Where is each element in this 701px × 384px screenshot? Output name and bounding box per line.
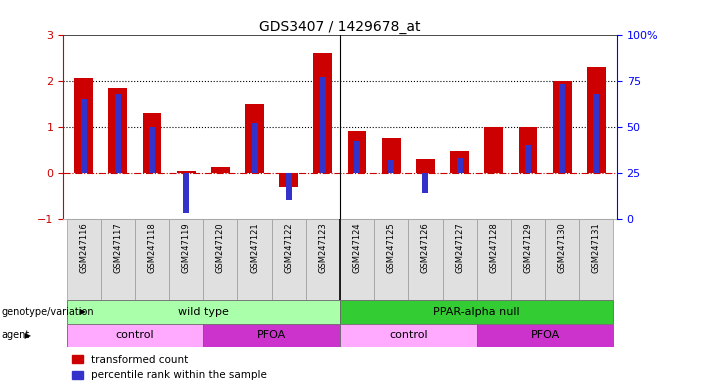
Text: GSM247117: GSM247117 xyxy=(114,222,122,273)
Text: agent: agent xyxy=(1,331,29,341)
Bar xyxy=(442,219,477,300)
Text: GSM247120: GSM247120 xyxy=(216,222,225,273)
Bar xyxy=(340,300,613,324)
Text: ▶: ▶ xyxy=(77,307,86,316)
Bar xyxy=(306,219,340,300)
Bar xyxy=(354,141,360,173)
Bar xyxy=(271,219,306,300)
Text: GSM247122: GSM247122 xyxy=(284,222,293,273)
Bar xyxy=(286,173,292,200)
Bar xyxy=(211,167,230,173)
Bar xyxy=(450,151,469,173)
Bar xyxy=(388,160,394,173)
Bar xyxy=(340,324,477,347)
Text: control: control xyxy=(389,331,428,341)
Bar xyxy=(456,158,463,173)
Bar xyxy=(169,219,203,300)
Text: GSM247126: GSM247126 xyxy=(421,222,430,273)
Text: PFOA: PFOA xyxy=(531,331,559,341)
Text: GSM247129: GSM247129 xyxy=(524,222,533,273)
Bar xyxy=(142,113,161,173)
Bar xyxy=(587,67,606,173)
Bar xyxy=(348,131,367,173)
Text: GSM247127: GSM247127 xyxy=(455,222,464,273)
Text: wild type: wild type xyxy=(178,307,229,317)
Bar xyxy=(423,173,428,193)
Text: genotype/variation: genotype/variation xyxy=(1,307,94,317)
Bar xyxy=(374,219,409,300)
Bar xyxy=(382,138,401,173)
Bar xyxy=(579,219,613,300)
Bar xyxy=(313,53,332,173)
Bar xyxy=(203,219,238,300)
Bar xyxy=(519,127,538,173)
Bar xyxy=(74,78,93,173)
Bar xyxy=(416,159,435,173)
Text: GSM247128: GSM247128 xyxy=(489,222,498,273)
Bar xyxy=(81,99,87,173)
Bar xyxy=(477,324,613,347)
Bar xyxy=(559,84,565,173)
Bar xyxy=(183,173,189,214)
Text: PPAR-alpha null: PPAR-alpha null xyxy=(433,307,520,317)
Bar xyxy=(203,324,340,347)
Bar xyxy=(409,219,442,300)
Bar xyxy=(135,219,169,300)
Title: GDS3407 / 1429678_at: GDS3407 / 1429678_at xyxy=(259,20,421,33)
Legend: transformed count, percentile rank within the sample: transformed count, percentile rank withi… xyxy=(68,351,271,384)
Bar xyxy=(238,219,271,300)
Bar xyxy=(177,170,196,173)
Bar xyxy=(511,219,545,300)
Bar xyxy=(340,219,374,300)
Text: GSM247130: GSM247130 xyxy=(558,222,566,273)
Text: GSM247116: GSM247116 xyxy=(79,222,88,273)
Text: GSM247131: GSM247131 xyxy=(592,222,601,273)
Text: PFOA: PFOA xyxy=(257,331,286,341)
Text: ▶: ▶ xyxy=(22,331,32,340)
Bar xyxy=(279,173,298,187)
Bar xyxy=(67,219,101,300)
Text: GSM247121: GSM247121 xyxy=(250,222,259,273)
Bar xyxy=(477,219,511,300)
Text: control: control xyxy=(116,331,154,341)
Bar xyxy=(593,94,599,173)
Text: GSM247118: GSM247118 xyxy=(147,222,156,273)
Bar xyxy=(109,88,127,173)
Text: GSM247125: GSM247125 xyxy=(387,222,396,273)
Bar xyxy=(553,81,571,173)
Bar xyxy=(320,77,326,173)
Bar xyxy=(149,127,155,173)
Bar xyxy=(115,94,121,173)
Bar xyxy=(67,300,340,324)
Text: GSM247124: GSM247124 xyxy=(353,222,362,273)
Bar xyxy=(245,104,264,173)
Bar xyxy=(101,219,135,300)
Bar xyxy=(252,123,257,173)
Bar xyxy=(67,324,203,347)
Bar xyxy=(545,219,579,300)
Text: GSM247119: GSM247119 xyxy=(182,222,191,273)
Text: GSM247123: GSM247123 xyxy=(318,222,327,273)
Bar xyxy=(525,145,531,173)
Bar xyxy=(484,127,503,173)
